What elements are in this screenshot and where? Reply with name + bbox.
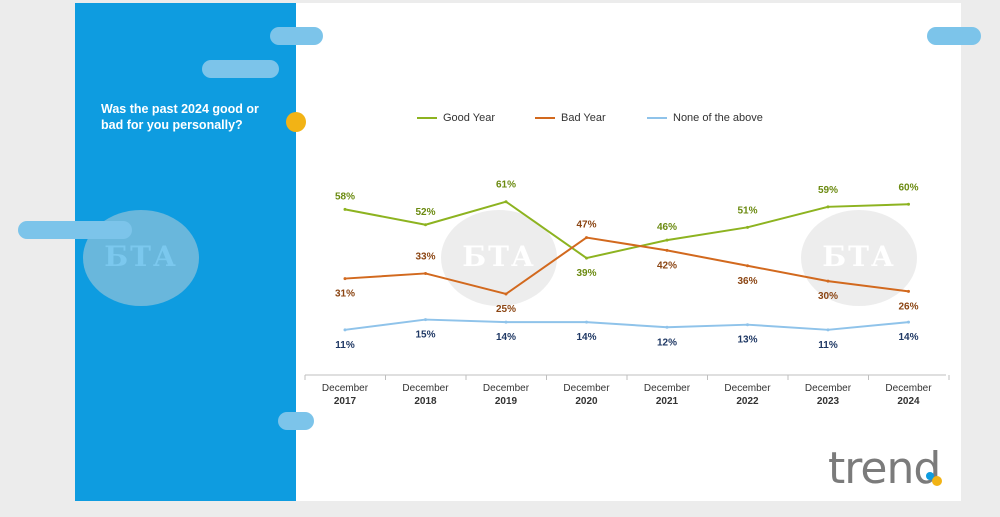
x-tick-label: December 2024 — [885, 383, 932, 407]
x-tick-label: December 2023 — [805, 383, 852, 407]
x-tick-label: December 2020 — [563, 383, 610, 407]
data-label-bad-year: 26% — [898, 301, 918, 312]
data-label-none-of-the-above: 13% — [737, 335, 757, 346]
x-tick-label-line: 2020 — [575, 396, 598, 407]
data-point-bad-year — [585, 236, 588, 240]
question-title: Was the past 2024 good or bad for you pe… — [101, 102, 259, 132]
data-label-bad-year: 30% — [818, 291, 838, 302]
series-line-good-year — [344, 200, 909, 260]
data-point-good-year — [585, 256, 588, 260]
data-label-good-year: 60% — [898, 182, 918, 193]
decor-pill-2 — [202, 60, 279, 78]
x-tick-label-line: 2017 — [334, 396, 357, 407]
legend-item-none: None of the above — [647, 112, 763, 124]
data-point-none-of-the-above — [746, 323, 749, 327]
data-point-bad-year — [424, 271, 427, 275]
x-tick-label-line: December — [322, 383, 369, 394]
data-label-good-year: 46% — [657, 222, 677, 233]
series-line-none-of-the-above — [344, 318, 909, 331]
x-tick-label: December 2021 — [644, 383, 691, 407]
data-label-bad-year: 33% — [415, 251, 435, 262]
x-tick-label-line: December — [644, 383, 691, 394]
x-tick-label-line: December — [805, 383, 852, 394]
data-point-good-year — [826, 205, 830, 209]
x-tick-label: December 2019 — [483, 383, 530, 407]
decor-pill-5 — [278, 412, 314, 430]
x-tick-label-line: 2019 — [495, 396, 518, 407]
x-tick-label: December 2022 — [724, 383, 771, 407]
legend-label-none: None of the above — [673, 112, 763, 124]
data-point-none-of-the-above — [585, 320, 588, 324]
x-tick-label: December 2018 — [402, 383, 449, 407]
side-panel: Was the past 2024 good or bad for you pe… — [75, 3, 296, 501]
x-tick-label-line: 2024 — [897, 396, 920, 407]
data-label-good-year: 58% — [335, 191, 355, 202]
data-label-good-year: 51% — [737, 205, 757, 216]
data-label-good-year: 59% — [818, 185, 838, 196]
data-point-bad-year — [504, 292, 508, 296]
legend-item-bad-year: Bad Year — [535, 112, 606, 124]
data-label-none-of-the-above: 11% — [818, 340, 838, 351]
data-label-bad-year: 31% — [335, 289, 355, 300]
data-point-bad-year — [665, 248, 669, 252]
legend-item-good-year: Good Year — [417, 112, 495, 124]
data-point-bad-year — [746, 264, 749, 268]
data-label-bad-year: 47% — [576, 220, 596, 231]
series-line-bad-year — [344, 236, 909, 295]
data-point-none-of-the-above — [665, 325, 669, 329]
trend-logo: trend — [828, 443, 941, 494]
logo-accent-blue — [926, 472, 934, 480]
data-point-bad-year — [907, 289, 910, 293]
data-point-none-of-the-above — [907, 320, 910, 324]
logo-accent-yellow — [932, 476, 942, 486]
decor-pill-3 — [18, 221, 132, 239]
data-point-none-of-the-above — [504, 320, 508, 324]
x-tick-label-line: December — [885, 383, 932, 394]
data-point-bad-year — [826, 279, 830, 283]
data-label-bad-year: 25% — [496, 304, 516, 315]
data-label-good-year: 39% — [576, 268, 596, 279]
x-tick-label-line: 2018 — [414, 396, 437, 407]
data-point-good-year — [746, 225, 749, 229]
data-label-good-year: 61% — [496, 180, 516, 191]
data-point-good-year — [504, 200, 508, 204]
x-tick-label-line: 2021 — [656, 396, 679, 407]
legend-swatch-none — [647, 117, 667, 119]
decor-pill-1 — [270, 27, 323, 45]
data-point-good-year — [343, 207, 347, 211]
legend-swatch-good — [417, 117, 437, 119]
decor-dot — [286, 112, 306, 132]
slide: Was the past 2024 good or bad for you pe… — [75, 3, 961, 501]
legend-label-good: Good Year — [443, 112, 495, 124]
legend-swatch-bad — [535, 117, 555, 119]
data-point-good-year — [907, 202, 910, 206]
data-label-good-year: 52% — [415, 207, 435, 218]
x-tick-label-line: December — [563, 383, 610, 394]
data-point-none-of-the-above — [424, 318, 427, 322]
data-label-bad-year: 36% — [737, 276, 757, 287]
x-tick-label-line: 2023 — [817, 396, 840, 407]
x-tick-label-line: December — [724, 383, 771, 394]
data-point-good-year — [665, 238, 669, 242]
data-point-none-of-the-above — [826, 328, 830, 332]
watermark-center: БТА — [441, 210, 557, 306]
legend-label-bad: Bad Year — [561, 112, 606, 124]
data-point-good-year — [424, 223, 427, 227]
data-label-none-of-the-above: 11% — [335, 340, 355, 351]
decor-pill-4 — [927, 27, 981, 45]
x-tick-label-line: December — [402, 383, 449, 394]
x-tick-label-line: 2022 — [736, 396, 759, 407]
data-point-bad-year — [343, 277, 347, 281]
data-label-bad-year: 42% — [657, 260, 677, 271]
data-label-none-of-the-above: 14% — [898, 332, 918, 343]
data-label-none-of-the-above: 12% — [657, 337, 677, 348]
data-label-none-of-the-above: 15% — [415, 330, 435, 341]
data-point-none-of-the-above — [343, 328, 347, 332]
x-tick-label: December 2017 — [322, 383, 369, 407]
x-tick-label-line: December — [483, 383, 530, 394]
data-label-none-of-the-above: 14% — [496, 332, 516, 343]
data-label-none-of-the-above: 14% — [576, 332, 596, 343]
